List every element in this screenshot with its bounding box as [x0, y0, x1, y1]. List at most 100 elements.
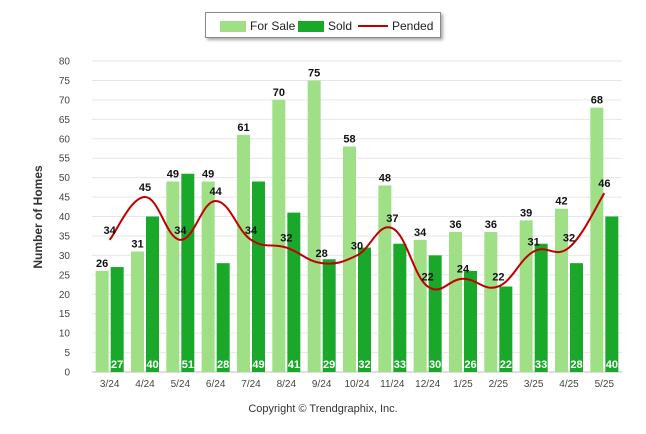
bar-for-sale[interactable]: [237, 134, 250, 372]
bar-sold[interactable]: [464, 270, 477, 372]
y-tick-label: 0: [64, 368, 70, 379]
bar-sold[interactable]: [252, 181, 265, 372]
label-pended: 32: [280, 233, 292, 245]
for-sale-swatch: [220, 20, 246, 32]
label-for-sale: 36: [449, 219, 461, 231]
label-pended: 30: [351, 240, 363, 252]
label-pended: 32: [563, 233, 575, 245]
label-sold: 26: [464, 359, 476, 371]
label-for-sale: 34: [414, 227, 427, 239]
label-pended: 22: [422, 271, 434, 283]
y-tick-label: 70: [59, 95, 71, 106]
bar-for-sale[interactable]: [272, 99, 286, 372]
label-for-sale: 75: [308, 67, 320, 79]
bar-sold[interactable]: [216, 263, 230, 372]
x-tick-label: 5/25: [595, 379, 615, 390]
bar-for-sale[interactable]: [449, 232, 462, 372]
bar-for-sale[interactable]: [378, 185, 392, 372]
bar-sold[interactable]: [605, 216, 619, 373]
bar-sold[interactable]: [146, 216, 159, 373]
bar-sold[interactable]: [534, 243, 548, 372]
label-for-sale: 49: [202, 169, 214, 181]
label-sold: 33: [394, 359, 406, 371]
y-tick-label: 75: [59, 76, 71, 87]
label-sold: 28: [217, 359, 229, 371]
x-tick-label: 7/24: [241, 379, 261, 390]
label-sold: 40: [606, 359, 618, 371]
label-pended: 28: [316, 248, 328, 260]
bar-sold[interactable]: [499, 286, 513, 372]
x-tick-label: 12/24: [415, 379, 440, 390]
label-for-sale: 49: [167, 169, 179, 181]
label-sold: 27: [111, 359, 123, 371]
y-axis-ticks: 0 5 10 15 20 25 30 35 40 45 50 55 60 65 70 75 80: [59, 57, 71, 379]
bar-for-sale[interactable]: [307, 80, 321, 372]
x-axis-ticks: 3/24 4/24 5/24 6/24 7/24 8/24 9/24 10/24 11/24 12…: [100, 379, 615, 390]
y-tick-label: 55: [59, 154, 71, 165]
pended-line: [108, 192, 606, 291]
legend-item-sold[interactable]: Sold: [298, 19, 352, 33]
legend-label-pended: Pended: [392, 19, 434, 33]
pended-line-path: [108, 192, 606, 291]
label-pended: 31: [528, 236, 540, 248]
y-tick-label: 30: [59, 251, 71, 262]
x-tick-label: 10/24: [344, 379, 369, 390]
bar-sold[interactable]: [570, 263, 583, 372]
bar-for-sale[interactable]: [166, 181, 180, 372]
label-sold: 29: [323, 359, 335, 371]
label-sold: 41: [288, 359, 300, 371]
bar-for-sale[interactable]: [201, 181, 215, 372]
legend-item-for-sale[interactable]: For Sale: [220, 19, 295, 33]
bar-for-sale[interactable]: [413, 239, 427, 372]
x-tick-label: 9/24: [312, 379, 332, 390]
y-tick-label: 80: [59, 57, 71, 68]
label-pended: 46: [598, 178, 610, 190]
label-pended: 34: [104, 225, 117, 237]
bar-sold[interactable]: [322, 259, 336, 372]
y-tick-label: 10: [59, 329, 71, 340]
x-tick-label: 3/24: [100, 379, 120, 390]
y-tick-label: 20: [59, 290, 71, 301]
bar-for-sale[interactable]: [484, 232, 498, 372]
bar-for-sale[interactable]: [590, 107, 604, 373]
label-for-sale: 42: [555, 196, 567, 208]
bar-sold[interactable]: [110, 267, 124, 372]
x-tick-label: 4/25: [559, 379, 579, 390]
label-for-sale: 58: [343, 134, 355, 146]
y-tick-label: 45: [59, 193, 71, 204]
y-tick-label: 25: [59, 270, 71, 281]
y-tick-label: 50: [59, 173, 71, 184]
label-sold: 33: [535, 359, 547, 371]
label-for-sale: 70: [273, 87, 285, 99]
copyright-text: Copyright © Trendgraphix, Inc.: [248, 403, 398, 415]
y-tick-label: 5: [64, 348, 70, 359]
y-axis-title: Number of Homes: [31, 165, 45, 269]
bar-for-sale[interactable]: [131, 251, 144, 372]
x-tick-label: 11/24: [380, 379, 405, 390]
label-pended: 45: [139, 182, 151, 194]
label-sold: 32: [358, 359, 370, 371]
x-tick-label: 3/25: [524, 379, 544, 390]
y-tick-label: 15: [59, 309, 71, 320]
label-pended: 24: [457, 264, 470, 276]
bar-sold[interactable]: [181, 173, 195, 372]
label-for-sale: 39: [520, 207, 532, 219]
label-sold: 22: [500, 359, 512, 371]
bar-sold[interactable]: [358, 247, 371, 372]
x-tick-label: 5/24: [171, 379, 191, 390]
legend-item-pended[interactable]: Pended: [358, 19, 433, 33]
y-tick-label: 40: [59, 212, 71, 223]
bar-for-sale[interactable]: [95, 270, 109, 372]
label-for-sale: 61: [237, 122, 249, 134]
bar-for-sale[interactable]: [519, 220, 533, 372]
label-pended: 34: [245, 225, 258, 237]
pended-swatch: [358, 25, 388, 27]
bars: [95, 80, 619, 373]
legend-label-for-sale: For Sale: [250, 19, 296, 33]
bar-sold[interactable]: [428, 255, 442, 372]
label-pended: 34: [174, 225, 187, 237]
label-for-sale: 36: [485, 219, 497, 231]
bar-sold[interactable]: [393, 243, 407, 372]
legend-label-sold: Sold: [328, 19, 353, 33]
